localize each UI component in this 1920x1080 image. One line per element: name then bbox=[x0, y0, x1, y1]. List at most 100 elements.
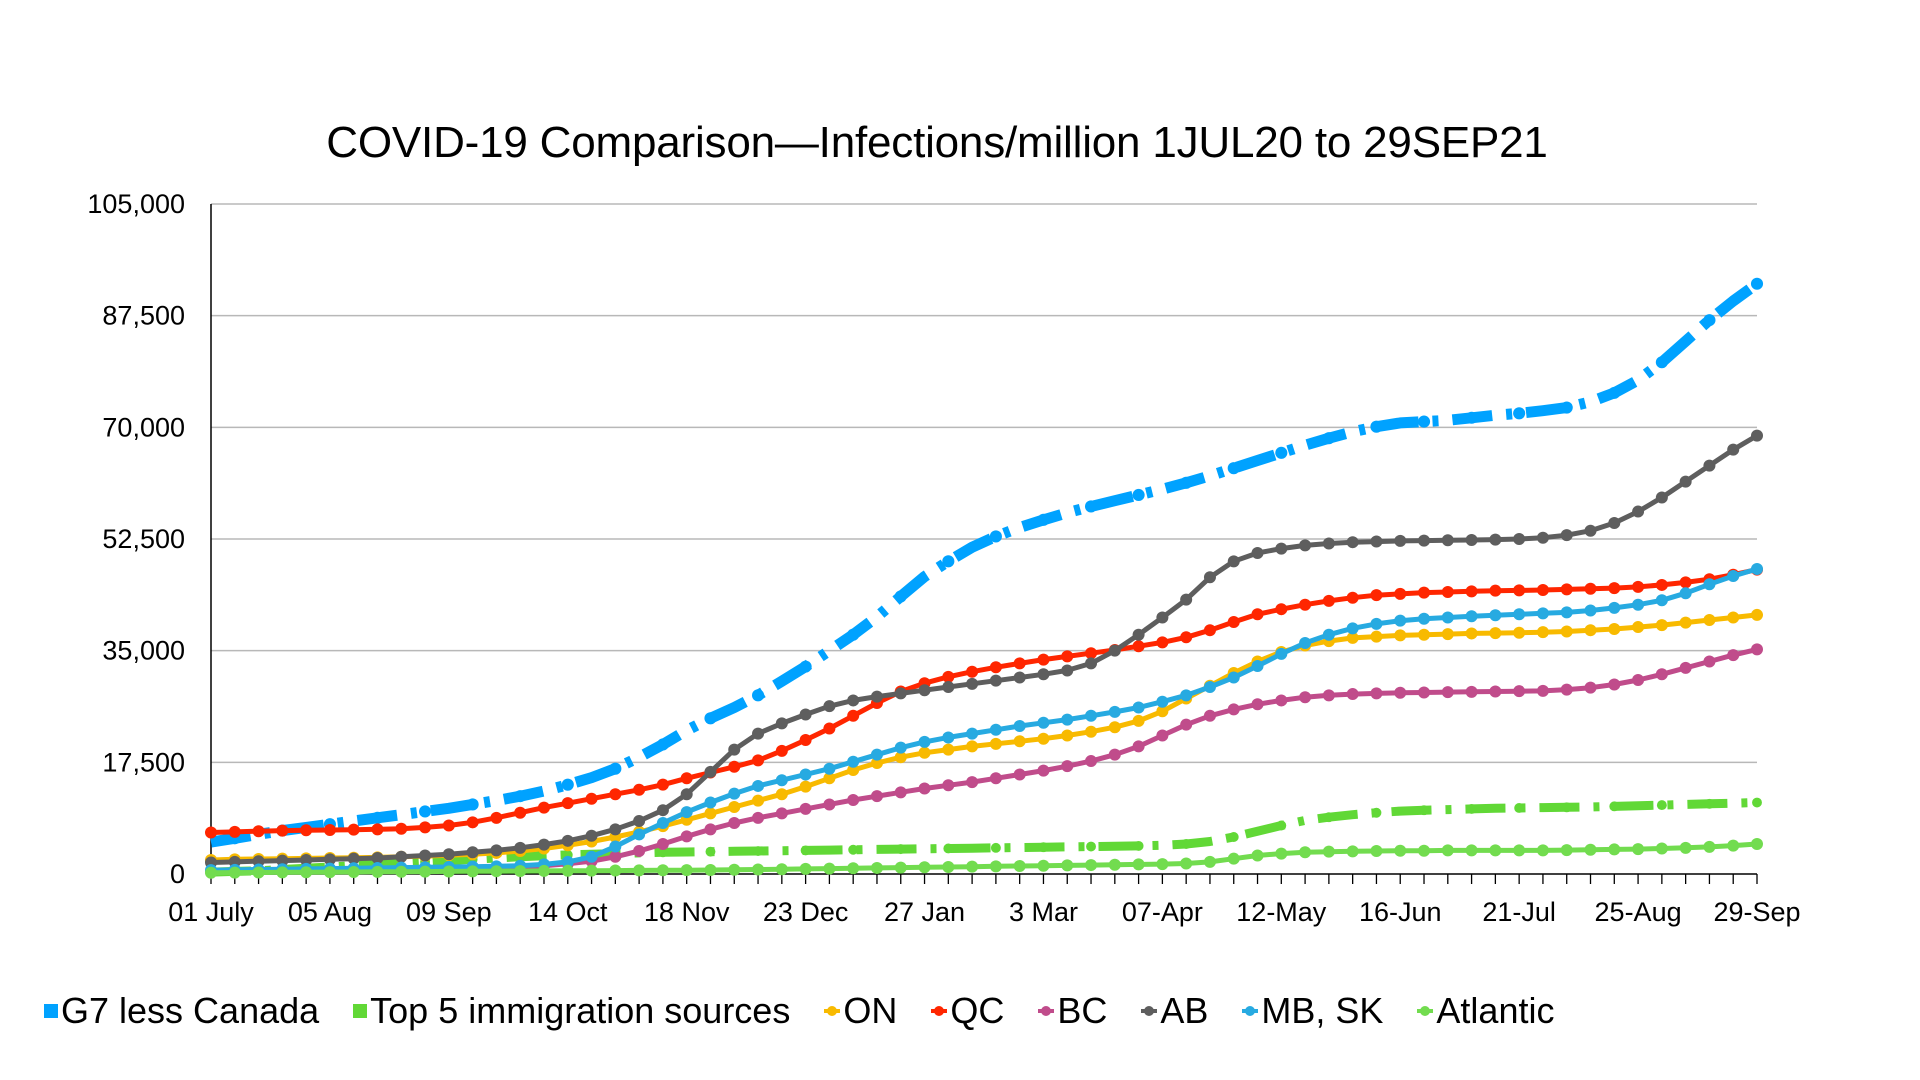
data-point bbox=[490, 811, 503, 824]
data-point bbox=[1584, 624, 1597, 637]
x-tick-label: 18 Nov bbox=[644, 897, 730, 927]
x-tick-label: 27 Jan bbox=[884, 897, 965, 927]
data-point bbox=[1346, 591, 1359, 604]
data-point bbox=[1061, 859, 1074, 872]
data-point bbox=[1037, 668, 1050, 681]
data-point bbox=[1750, 277, 1764, 290]
data-point bbox=[942, 670, 955, 683]
data-point bbox=[1608, 582, 1621, 595]
data-point bbox=[609, 823, 622, 836]
data-point bbox=[966, 776, 979, 789]
data-point bbox=[205, 826, 217, 839]
data-point bbox=[1561, 802, 1572, 813]
data-point bbox=[775, 788, 788, 801]
data-point bbox=[799, 862, 812, 875]
legend-item: BC bbox=[1038, 990, 1107, 1032]
data-point bbox=[514, 841, 527, 854]
data-point bbox=[1346, 845, 1359, 858]
data-point bbox=[656, 778, 669, 791]
data-point bbox=[323, 853, 336, 866]
data-point bbox=[1133, 840, 1144, 851]
data-point bbox=[656, 738, 669, 751]
data-point bbox=[680, 788, 693, 801]
data-point bbox=[633, 828, 646, 841]
series-line bbox=[210, 567, 1758, 835]
data-point bbox=[680, 830, 693, 843]
data-point bbox=[1037, 716, 1050, 729]
data-point bbox=[1679, 841, 1692, 854]
data-point bbox=[1370, 420, 1383, 433]
line-chart: 0 17,500 35,000 52,500 70,000 87,500 105,000 0… bbox=[87, 189, 1800, 927]
data-point bbox=[657, 847, 668, 858]
data-point bbox=[1180, 476, 1193, 489]
data-point bbox=[1251, 698, 1264, 711]
data-point bbox=[1180, 689, 1193, 702]
data-point bbox=[1560, 401, 1573, 414]
data-point bbox=[633, 845, 646, 858]
data-point bbox=[1322, 689, 1335, 702]
data-point bbox=[752, 794, 765, 807]
data-point bbox=[1180, 593, 1193, 606]
data-point bbox=[1370, 845, 1383, 858]
data-point bbox=[1037, 732, 1050, 745]
data-point bbox=[585, 792, 598, 805]
data-point bbox=[800, 845, 811, 856]
data-point bbox=[1679, 661, 1692, 674]
data-point bbox=[1299, 598, 1312, 611]
data-point bbox=[656, 838, 669, 851]
data-point bbox=[1513, 533, 1526, 545]
series-atlantic bbox=[205, 838, 1763, 879]
data-point bbox=[990, 842, 1001, 853]
data-point bbox=[585, 829, 598, 842]
data-point bbox=[918, 746, 931, 759]
data-point bbox=[252, 855, 265, 868]
data-point bbox=[395, 822, 408, 835]
data-point bbox=[419, 821, 432, 834]
data-point bbox=[704, 807, 717, 820]
data-point bbox=[1441, 611, 1454, 624]
data-point bbox=[680, 806, 693, 819]
data-point bbox=[656, 864, 669, 877]
legend-item: Atlantic bbox=[1417, 990, 1554, 1032]
data-point bbox=[870, 756, 883, 769]
data-point bbox=[1132, 740, 1145, 753]
data-point bbox=[252, 866, 265, 879]
data-point bbox=[1061, 713, 1074, 726]
data-point bbox=[966, 665, 979, 678]
data-point bbox=[1679, 475, 1692, 488]
data-point bbox=[1632, 505, 1645, 518]
data-point bbox=[1394, 686, 1407, 699]
legend-item: AB bbox=[1141, 990, 1208, 1032]
data-point bbox=[1466, 803, 1477, 814]
legend-label: AB bbox=[1160, 990, 1209, 1031]
data-point bbox=[561, 864, 574, 877]
data-point bbox=[1560, 844, 1573, 857]
data-point bbox=[1299, 846, 1312, 859]
chart-title: COVID-19 Comparison—Infections/million 1… bbox=[326, 118, 1548, 167]
data-point bbox=[1632, 598, 1645, 611]
data-point bbox=[1536, 584, 1549, 597]
data-point bbox=[775, 863, 788, 876]
data-point bbox=[752, 863, 765, 876]
data-point bbox=[799, 708, 812, 721]
data-point bbox=[466, 846, 479, 859]
data-point bbox=[918, 684, 931, 697]
data-point bbox=[728, 743, 741, 756]
series-mb-sk bbox=[205, 562, 1763, 877]
data-point bbox=[1227, 671, 1240, 684]
data-point bbox=[371, 852, 384, 865]
data-point bbox=[989, 530, 1002, 543]
data-point bbox=[943, 843, 954, 854]
x-tick-label: 05 Aug bbox=[288, 897, 372, 927]
data-point bbox=[561, 855, 574, 868]
data-point bbox=[1465, 627, 1478, 640]
data-point bbox=[1489, 685, 1502, 698]
data-point bbox=[300, 824, 313, 837]
data-point bbox=[966, 740, 979, 753]
data-point bbox=[1013, 860, 1026, 873]
data-point bbox=[1703, 459, 1716, 472]
data-point bbox=[1394, 534, 1407, 547]
data-point bbox=[942, 779, 955, 792]
data-point bbox=[1655, 668, 1668, 681]
data-point bbox=[966, 727, 979, 740]
